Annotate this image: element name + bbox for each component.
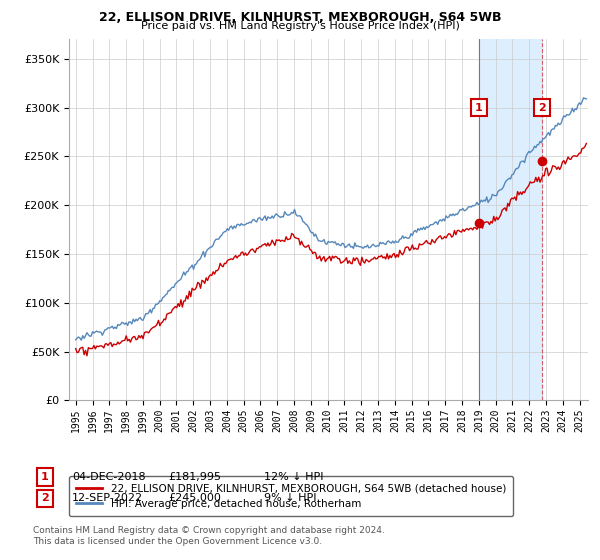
Text: £181,995: £181,995 (168, 472, 221, 482)
Text: 04-DEC-2018: 04-DEC-2018 (72, 472, 146, 482)
Legend: 22, ELLISON DRIVE, KILNHURST, MEXBOROUGH, S64 5WB (detached house), HPI: Average: 22, ELLISON DRIVE, KILNHURST, MEXBOROUGH… (69, 476, 514, 516)
Text: 1: 1 (41, 472, 49, 482)
Text: 1: 1 (475, 102, 483, 113)
Text: 12-SEP-2022: 12-SEP-2022 (72, 493, 143, 503)
Text: 2: 2 (41, 493, 49, 503)
Bar (479, 39, 542, 400)
Text: Price paid vs. HM Land Registry's House Price Index (HPI): Price paid vs. HM Land Registry's House … (140, 21, 460, 31)
Text: Contains HM Land Registry data © Crown copyright and database right 2024.
This d: Contains HM Land Registry data © Crown c… (33, 526, 385, 546)
Text: £245,000: £245,000 (168, 493, 221, 503)
Text: 12% ↓ HPI: 12% ↓ HPI (264, 472, 323, 482)
Text: 22, ELLISON DRIVE, KILNHURST, MEXBOROUGH, S64 5WB: 22, ELLISON DRIVE, KILNHURST, MEXBOROUGH… (99, 11, 501, 24)
Text: 2: 2 (538, 102, 545, 113)
Text: 9% ↓ HPI: 9% ↓ HPI (264, 493, 317, 503)
